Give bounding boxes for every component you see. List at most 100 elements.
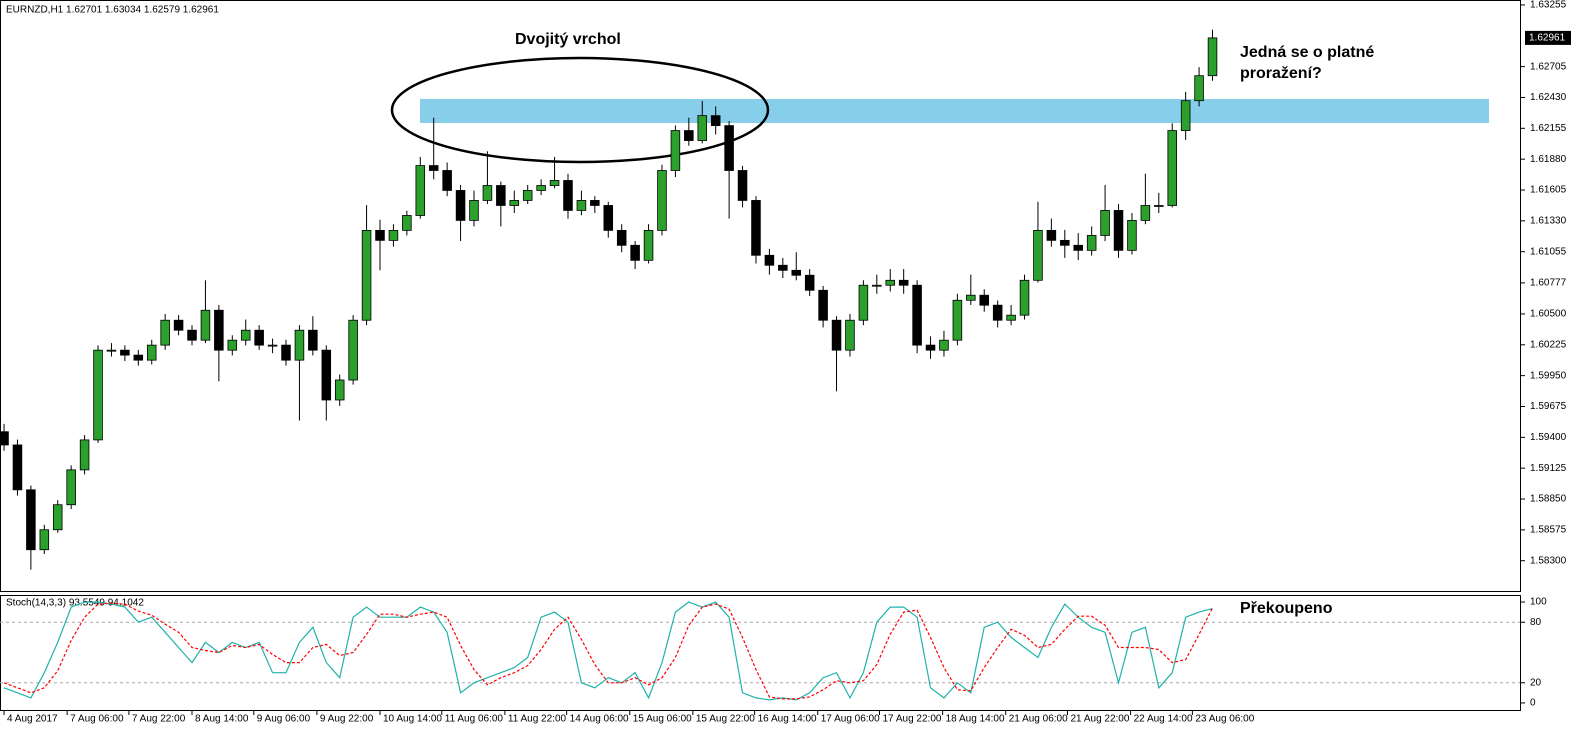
candle-body bbox=[106, 349, 117, 352]
candle-body bbox=[267, 344, 278, 347]
candle-body bbox=[1207, 37, 1218, 77]
y-tick-label: 80 bbox=[1530, 617, 1542, 628]
y-tick-label: 1.63255 bbox=[1530, 0, 1567, 11]
candle-body bbox=[348, 319, 358, 381]
y-tick-label: 1.62430 bbox=[1530, 92, 1567, 103]
candle-body bbox=[979, 294, 990, 306]
candle-body bbox=[361, 229, 372, 321]
last-price-label: 1.62961 bbox=[1529, 33, 1566, 44]
candle-body bbox=[791, 269, 802, 276]
y-tick-label: 1.61605 bbox=[1530, 185, 1567, 196]
y-tick-label: 100 bbox=[1530, 597, 1547, 608]
annotation: Dvojitý vrchol bbox=[515, 31, 621, 48]
candle-body bbox=[657, 170, 667, 231]
candle-body bbox=[402, 215, 412, 231]
candle-body bbox=[522, 190, 533, 201]
y-tick-label: 0 bbox=[1530, 698, 1536, 709]
y-tick-label: 1.62705 bbox=[1530, 61, 1567, 72]
y-tick-label: 1.60777 bbox=[1530, 278, 1567, 289]
candle-body bbox=[455, 190, 466, 221]
stoch-panel-frame bbox=[0, 595, 1521, 711]
candle-body bbox=[697, 115, 708, 141]
annotation: proražení? bbox=[1240, 65, 1322, 82]
candle-body bbox=[1060, 239, 1070, 246]
y-tick-label: 1.58850 bbox=[1530, 494, 1567, 505]
candle-body bbox=[227, 339, 238, 351]
candle-body bbox=[39, 529, 50, 551]
x-tick-label: 15 Aug 22:00 bbox=[696, 714, 755, 725]
stoch-line bbox=[3, 602, 1214, 700]
candle-body bbox=[1140, 205, 1151, 221]
candle-body bbox=[670, 130, 681, 171]
candle-body bbox=[845, 319, 855, 351]
candle-body bbox=[898, 279, 909, 286]
candle-body bbox=[12, 444, 23, 491]
candle-body bbox=[1113, 210, 1124, 251]
x-tick-label: 9 Aug 22:00 bbox=[320, 714, 374, 725]
candle-body bbox=[804, 274, 815, 291]
candle-body bbox=[173, 319, 184, 331]
candle-body bbox=[146, 344, 157, 361]
candle-body bbox=[966, 294, 976, 301]
resistance-zone bbox=[420, 99, 1489, 123]
candle-body bbox=[536, 185, 546, 191]
y-tick-label: 1.59400 bbox=[1530, 432, 1567, 443]
candle-body bbox=[1019, 279, 1030, 316]
x-tick-label: 7 Aug 22:00 bbox=[132, 714, 186, 725]
candle-body bbox=[684, 130, 694, 141]
y-tick-label: 1.59675 bbox=[1530, 401, 1567, 412]
candle-body bbox=[214, 309, 224, 351]
candle-body bbox=[120, 349, 130, 356]
candle-body bbox=[831, 319, 842, 351]
candle-body bbox=[1046, 229, 1057, 241]
candle-body bbox=[52, 504, 63, 531]
x-tick-label: 23 Aug 06:00 bbox=[1195, 714, 1254, 725]
x-tick-label: 17 Aug 06:00 bbox=[821, 714, 880, 725]
candle-body bbox=[428, 165, 439, 171]
candle-body bbox=[1154, 205, 1164, 207]
candle-body bbox=[952, 299, 963, 341]
double-top-ellipse bbox=[390, 56, 770, 164]
candle-body bbox=[509, 200, 520, 206]
y-tick-label: 1.59950 bbox=[1530, 370, 1567, 381]
candle-body bbox=[294, 329, 305, 361]
y-tick-label: 1.60225 bbox=[1530, 339, 1567, 350]
x-tick-label: 10 Aug 14:00 bbox=[383, 714, 442, 725]
main-panel-frame bbox=[0, 0, 1521, 592]
candle-body bbox=[885, 279, 896, 286]
candle-body bbox=[254, 329, 264, 346]
candle-body bbox=[1073, 244, 1083, 251]
y-tick-label: 1.61055 bbox=[1530, 246, 1567, 257]
candle-body bbox=[751, 200, 761, 256]
candle-body bbox=[925, 344, 936, 351]
candle-body bbox=[1180, 100, 1191, 131]
candle-body bbox=[1167, 130, 1177, 206]
x-tick-label: 21 Aug 06:00 bbox=[1009, 714, 1068, 725]
candle-body bbox=[992, 304, 1003, 321]
y-tick-label: 1.59125 bbox=[1530, 463, 1567, 474]
stoch-line bbox=[3, 601, 1213, 701]
candle-body bbox=[939, 339, 949, 351]
candle-body bbox=[1194, 75, 1204, 102]
y-tick-label: 1.58300 bbox=[1530, 555, 1567, 566]
candle-body bbox=[415, 165, 426, 216]
stoch-title: Stoch(14,3,3) 93.5549 94.1042 bbox=[6, 598, 144, 609]
candle-body bbox=[375, 229, 385, 241]
candle-body bbox=[1006, 314, 1016, 321]
y-tick-label: 1.61330 bbox=[1530, 215, 1567, 226]
candle-body bbox=[1127, 219, 1137, 251]
candle-body bbox=[858, 284, 869, 321]
x-tick-label: 17 Aug 22:00 bbox=[883, 714, 942, 725]
candle-body bbox=[818, 289, 828, 321]
x-tick-label: 15 Aug 06:00 bbox=[633, 714, 692, 725]
candle-body bbox=[630, 244, 640, 261]
candle-body bbox=[334, 379, 345, 401]
candle-body bbox=[764, 254, 775, 266]
x-tick-label: 21 Aug 22:00 bbox=[1070, 714, 1129, 725]
x-tick-label: 16 Aug 14:00 bbox=[758, 714, 817, 725]
candle-body bbox=[616, 229, 627, 246]
candle-body bbox=[872, 284, 882, 287]
candle-body bbox=[200, 309, 211, 341]
